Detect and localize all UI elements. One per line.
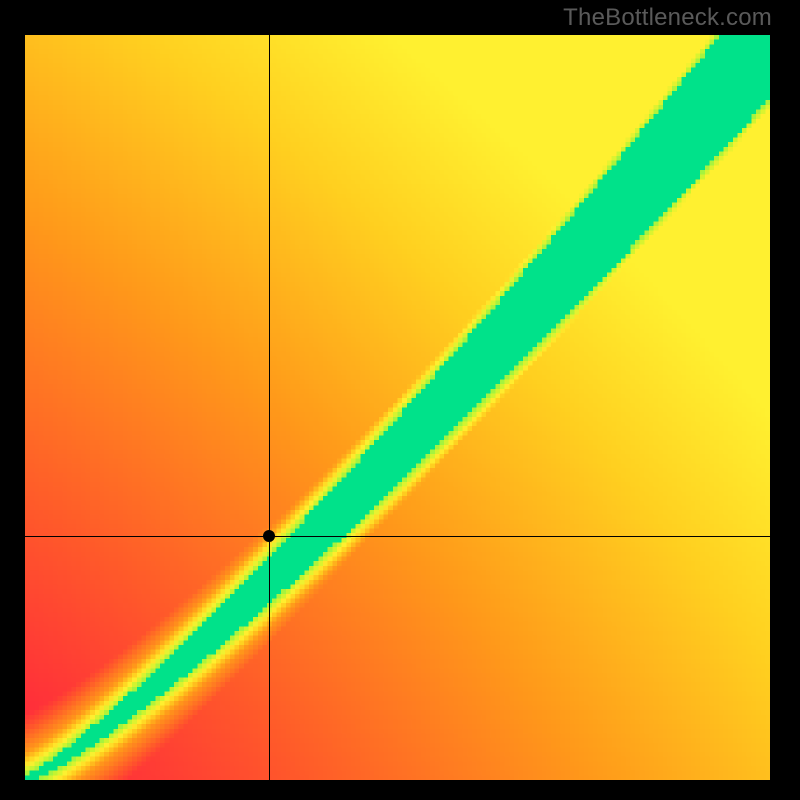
heatmap-plot xyxy=(25,35,770,780)
crosshair-vertical xyxy=(269,35,270,780)
plot-frame xyxy=(25,35,770,780)
heatmap-canvas xyxy=(25,35,770,780)
watermark-text: TheBottleneck.com xyxy=(563,4,772,32)
crosshair-marker-dot xyxy=(263,530,275,542)
crosshair-horizontal xyxy=(25,536,770,537)
